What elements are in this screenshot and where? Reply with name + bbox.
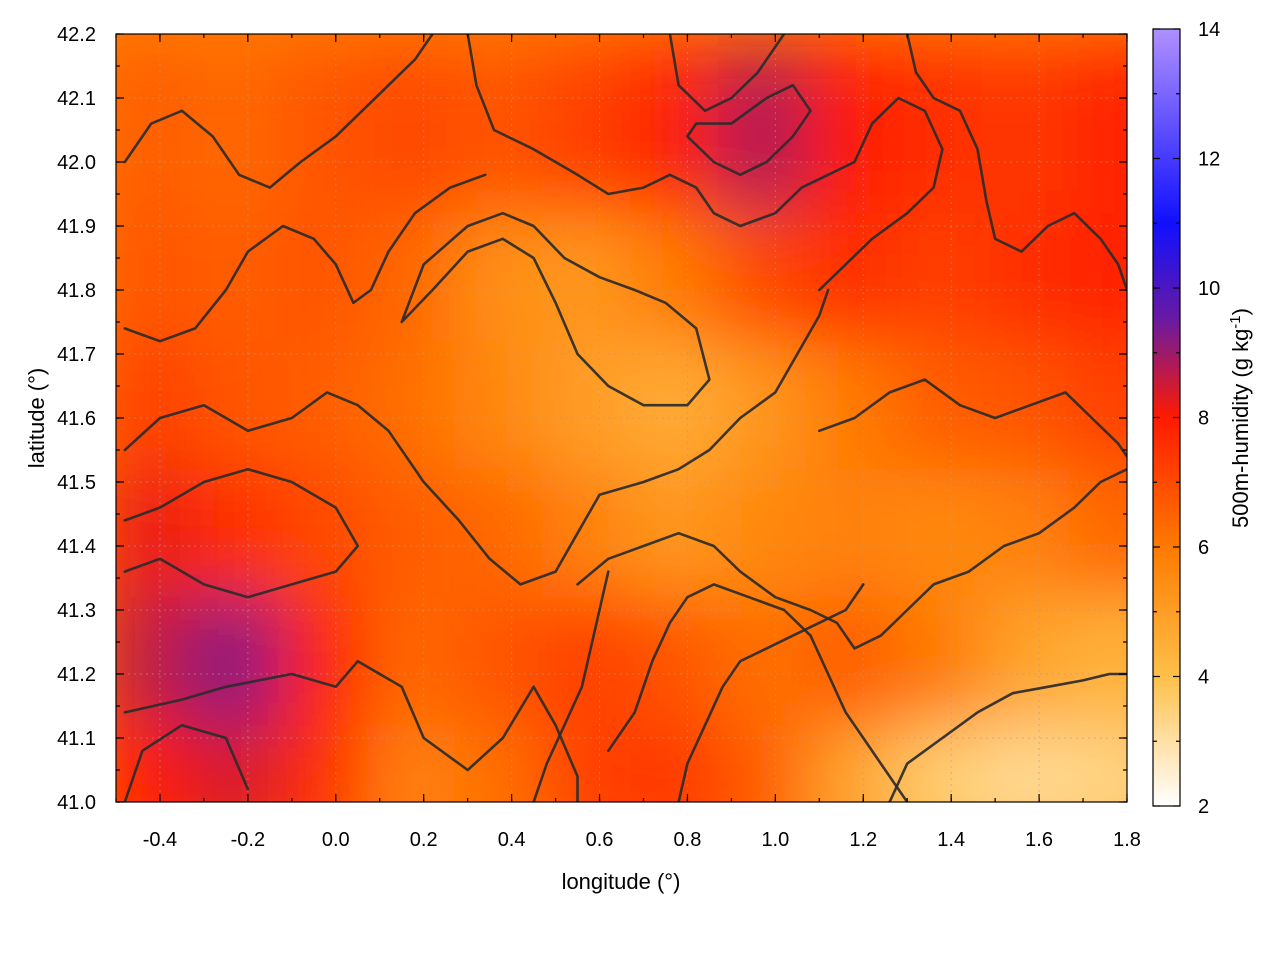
colorbar-label: 500m-humidity (g kg-1) [1227, 308, 1254, 528]
contour-line-6 [123, 288, 830, 586]
contour-line-6 [677, 583, 865, 802]
x-tick-label: -0.4 [143, 829, 177, 851]
y-tick-label: 41.6 [57, 408, 96, 430]
x-axis: -0.4 -0.2 0.0 0.2 0.4 0.6 0.8 1.0 1.2 1.4 1.6 1.8 [115, 34, 1141, 851]
humidity-field [116, 34, 1127, 802]
x-tick-label: 0.2 [410, 829, 438, 851]
contour-line-6 [123, 659, 579, 802]
x-tick-label: 1.6 [1025, 829, 1053, 851]
colorbar: 2 4 6 8 10 12 14 500m-humidity (g kg-1) [1152, 19, 1254, 818]
colorbar-tick-label: 10 [1198, 278, 1220, 300]
x-tick-label: 0.4 [498, 829, 526, 851]
y-axis: 41.0 41.1 41.2 41.3 41.4 41.5 41.6 41.7 41.8 41.9… [57, 24, 1127, 814]
contour-line-8 [668, 34, 786, 113]
x-tick-label: 0.6 [586, 829, 614, 851]
y-tick-label: 41.8 [57, 280, 96, 302]
contour-line-6 [123, 723, 250, 802]
contour-line-5 [400, 211, 711, 407]
y-tick-label: 41.3 [57, 600, 96, 622]
y-tick-label: 41.5 [57, 472, 96, 494]
y-tick-label: 41.4 [57, 536, 96, 558]
grid-lines [116, 34, 1127, 802]
colorbar-tick-label: 2 [1198, 796, 1209, 818]
contour-line-5 [606, 583, 909, 802]
x-tick-label: 0.8 [674, 829, 702, 851]
contour-line-6 [532, 570, 610, 802]
y-tick-label: 41.7 [57, 344, 96, 366]
x-tick-label: -0.2 [231, 829, 265, 851]
contour-line-4 [888, 672, 1127, 802]
colorbar-tick-label: 4 [1198, 667, 1209, 689]
colorbar-tick-label: 6 [1198, 537, 1209, 559]
contour-line-5 [576, 467, 1127, 650]
y-tick-label: 41.9 [57, 216, 96, 238]
x-tick-label: 1.0 [761, 829, 789, 851]
x-tick-label: 1.4 [937, 829, 965, 851]
contour-lines [123, 34, 1127, 802]
contour-line-6 [817, 378, 1127, 458]
y-tick-label: 41.2 [57, 664, 96, 686]
x-tick-label: 1.8 [1113, 829, 1141, 851]
contour-line-7 [123, 173, 487, 343]
y-tick-label: 41.1 [57, 728, 96, 750]
contour-line-8 [686, 83, 812, 177]
colorbar-tick-label: 14 [1198, 19, 1220, 41]
y-tick-label: 42.2 [57, 24, 96, 46]
y-axis-label: latitude (°) [24, 368, 49, 469]
field-cell [1069, 46, 1127, 214]
contour-line-6 [905, 34, 1127, 292]
colorbar-tick-label: 8 [1198, 408, 1209, 430]
contour-line-7 [466, 34, 944, 292]
colorbar-tick-label: 12 [1198, 149, 1220, 171]
x-tick-label: 0.0 [322, 829, 350, 851]
y-tick-label: 42.1 [57, 88, 96, 110]
contour-line-7 [123, 34, 434, 189]
contour-line-7 [123, 467, 360, 599]
x-tick-label: 1.2 [849, 829, 877, 851]
y-tick-label: 41.0 [57, 792, 96, 814]
y-tick-label: 42.0 [57, 152, 96, 174]
x-axis-label: longitude (°) [562, 869, 681, 894]
